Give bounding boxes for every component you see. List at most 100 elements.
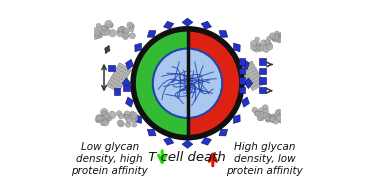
Circle shape (275, 31, 279, 35)
Circle shape (266, 116, 272, 122)
Polygon shape (240, 61, 253, 70)
Polygon shape (118, 63, 132, 72)
Circle shape (253, 45, 260, 52)
Circle shape (263, 46, 269, 53)
Polygon shape (242, 97, 249, 107)
Polygon shape (239, 87, 245, 93)
Circle shape (266, 113, 272, 119)
Polygon shape (126, 59, 134, 70)
Polygon shape (239, 58, 245, 65)
Polygon shape (241, 64, 255, 73)
Circle shape (118, 113, 124, 119)
Polygon shape (246, 73, 260, 82)
Polygon shape (123, 85, 130, 91)
Text: Low glycan
density, high
protein affinity: Low glycan density, high protein affinit… (71, 142, 148, 176)
Circle shape (118, 121, 124, 127)
Polygon shape (108, 80, 122, 90)
Circle shape (117, 120, 123, 126)
Circle shape (275, 110, 280, 115)
Polygon shape (201, 21, 211, 29)
Polygon shape (117, 66, 130, 75)
Polygon shape (135, 43, 141, 52)
Circle shape (266, 114, 271, 119)
Polygon shape (115, 69, 128, 78)
Text: High glycan
density, low
protein affinity: High glycan density, low protein affinit… (226, 142, 303, 176)
Circle shape (270, 115, 275, 121)
Circle shape (278, 38, 282, 42)
Circle shape (255, 44, 260, 49)
Circle shape (262, 105, 268, 111)
Circle shape (271, 114, 276, 119)
Circle shape (266, 43, 273, 50)
Circle shape (123, 31, 129, 38)
Circle shape (128, 114, 132, 119)
Circle shape (108, 116, 112, 121)
Circle shape (258, 108, 265, 115)
Polygon shape (108, 65, 115, 71)
Polygon shape (251, 81, 265, 91)
Circle shape (273, 118, 276, 122)
Circle shape (118, 27, 123, 32)
Polygon shape (110, 77, 123, 87)
Circle shape (122, 33, 129, 40)
Circle shape (102, 112, 108, 117)
Circle shape (251, 44, 257, 50)
Circle shape (273, 34, 279, 40)
Polygon shape (111, 74, 125, 84)
Circle shape (129, 33, 135, 39)
Polygon shape (135, 115, 141, 123)
Circle shape (276, 37, 282, 43)
Circle shape (125, 122, 131, 127)
Polygon shape (242, 59, 249, 70)
Polygon shape (113, 72, 127, 81)
Polygon shape (234, 43, 240, 52)
Polygon shape (244, 78, 253, 89)
Circle shape (132, 122, 136, 127)
Polygon shape (126, 97, 134, 107)
Wedge shape (188, 29, 242, 138)
Circle shape (278, 119, 283, 123)
Circle shape (278, 33, 281, 37)
Circle shape (96, 23, 101, 28)
Circle shape (257, 116, 262, 121)
Circle shape (271, 35, 277, 40)
Polygon shape (201, 137, 211, 145)
Circle shape (270, 116, 276, 122)
Circle shape (102, 25, 108, 31)
Circle shape (255, 111, 261, 116)
Circle shape (105, 115, 110, 120)
Polygon shape (182, 140, 193, 148)
Polygon shape (114, 88, 120, 95)
Circle shape (126, 117, 132, 123)
Circle shape (100, 26, 105, 30)
Circle shape (109, 29, 116, 37)
Circle shape (123, 29, 128, 34)
Circle shape (127, 22, 133, 28)
Circle shape (95, 30, 101, 36)
Polygon shape (239, 68, 245, 74)
Circle shape (100, 108, 108, 116)
Polygon shape (260, 87, 266, 93)
Circle shape (275, 36, 279, 40)
Circle shape (254, 111, 260, 116)
Circle shape (263, 108, 268, 114)
Wedge shape (133, 29, 188, 138)
Circle shape (130, 115, 138, 122)
Circle shape (270, 118, 273, 122)
Polygon shape (260, 58, 266, 65)
Polygon shape (106, 83, 120, 92)
Circle shape (270, 116, 276, 122)
Circle shape (93, 31, 101, 39)
Circle shape (104, 28, 111, 35)
Circle shape (270, 33, 275, 39)
Circle shape (118, 28, 123, 33)
Circle shape (102, 120, 109, 126)
Circle shape (129, 27, 134, 32)
Circle shape (124, 115, 130, 120)
Circle shape (96, 115, 102, 121)
Circle shape (100, 120, 106, 126)
Circle shape (128, 23, 134, 29)
Circle shape (108, 23, 114, 28)
Circle shape (105, 24, 110, 29)
Circle shape (130, 112, 137, 119)
